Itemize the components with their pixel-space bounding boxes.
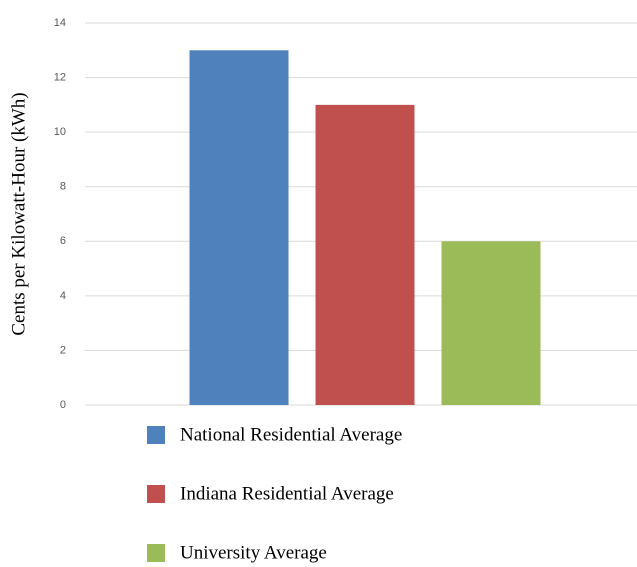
legend-swatch bbox=[147, 426, 165, 444]
y-tick-label: 8 bbox=[60, 181, 66, 193]
legend-label: Indiana Residential Average bbox=[180, 483, 394, 504]
legend-swatch bbox=[147, 485, 165, 503]
bar bbox=[441, 241, 541, 405]
y-tick-label: 12 bbox=[54, 71, 66, 83]
legend-label: University Average bbox=[180, 542, 327, 563]
y-tick-label: 0 bbox=[60, 399, 66, 411]
bar bbox=[315, 104, 415, 405]
y-tick-label: 10 bbox=[54, 126, 66, 138]
y-axis-label: Cents per Kilowatt-Hour (kWh) bbox=[8, 92, 29, 335]
bar bbox=[189, 50, 289, 406]
y-tick-label: 14 bbox=[54, 17, 66, 29]
y-tick-label: 6 bbox=[60, 235, 66, 247]
y-tick-label: 4 bbox=[60, 290, 66, 302]
legend-label: National Residential Average bbox=[180, 424, 402, 445]
legend-swatch bbox=[147, 544, 165, 562]
y-tick-label: 2 bbox=[60, 344, 66, 356]
